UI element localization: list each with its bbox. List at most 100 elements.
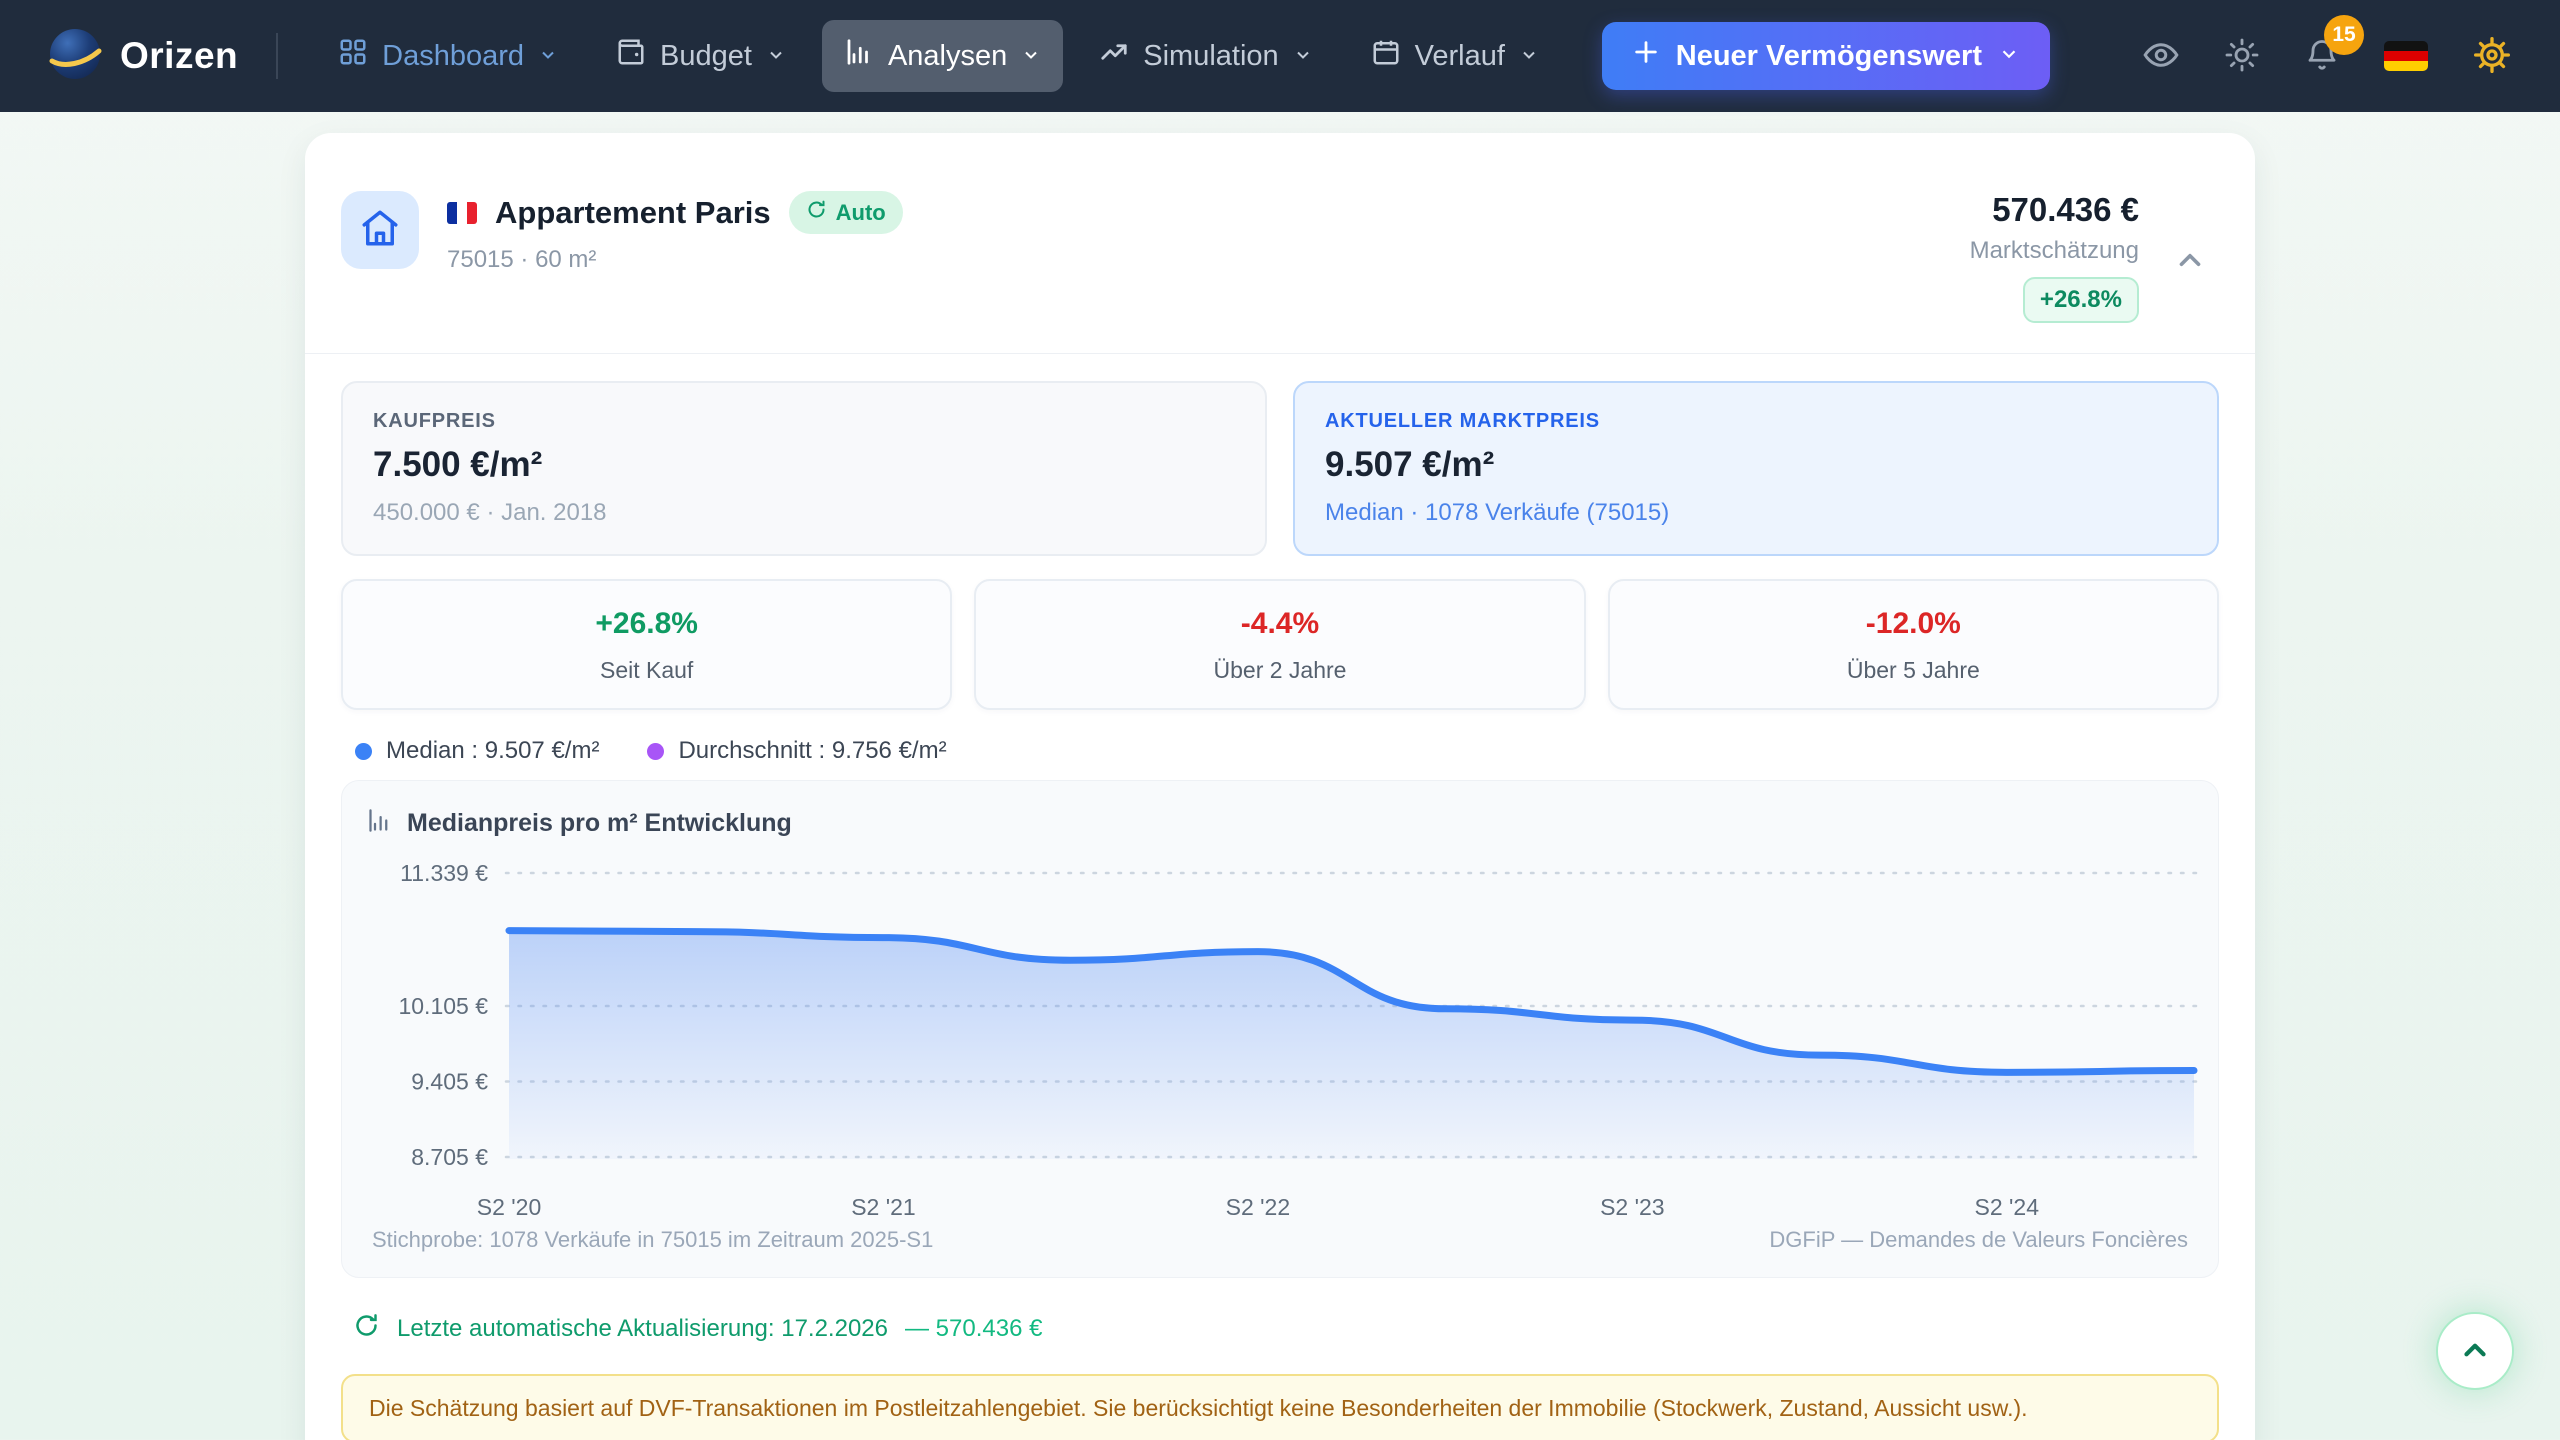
purchase-price-value: 7.500 €/m² [373,445,543,484]
purchase-price-label: KAUFPREIS [373,410,496,432]
chevron-down-icon [1021,40,1041,73]
brand-name: Orizen [120,35,239,76]
legend-label: Median : 9.507 €/m² [386,737,600,764]
chart-legend: Median : 9.507 €/m² Durchschnitt : 9.756… [355,737,2219,765]
price-chart-svg: 11.339 € 10.105 € 9.405 € 8.705 € S2 '20 S2 '… [398,860,2202,1220]
update-text: Letzte automatische Aktualisierung: 17.2… [397,1315,888,1342]
purchase-price-card: KAUFPREIS 7.500 €/m² 450.000 € · Jan. 20… [341,381,1267,556]
nav-label: Budget [660,39,752,72]
nav-item-simulation[interactable]: Simulation [1077,20,1334,92]
trend-value: -12.0% [1865,607,1961,640]
house-icon [359,207,401,254]
market-price-label: AKTUELLER MARKTPREIS [1325,410,1600,432]
refresh-icon [806,199,827,226]
svg-text:S2 '24: S2 '24 [1975,1194,2040,1220]
nav-item-verlauf[interactable]: Verlauf [1349,20,1561,92]
nav-label: Analysen [887,39,1008,72]
trend-card-2-years: -4.4% Über 2 Jahre [974,579,1586,710]
gear-icon [2472,35,2512,78]
auto-update-status: Letzte automatische Aktualisierung: 17.2… [353,1312,2219,1346]
chevron-down-icon [766,40,786,73]
notification-count-badge: 15 [2324,14,2364,55]
bar-chart-icon [844,37,874,75]
eye-icon [2142,36,2180,77]
svg-text:S2 '23: S2 '23 [1600,1194,1665,1220]
new-asset-label: Neuer Vermögenswert [1675,39,1982,72]
collapse-card-button[interactable] [2173,243,2207,280]
chart-source: DGFiP — Demandes de Valeurs Foncières [1769,1227,2188,1252]
median-dot-icon [355,742,372,760]
legend-label: Durchschnitt : 9.756 €/m² [678,737,947,764]
chart-sample-note: Stichprobe: 1078 Verkäufe in 75015 im Ze… [372,1227,934,1252]
german-flag-language-button[interactable] [2384,41,2428,71]
svg-text:S2 '21: S2 '21 [851,1194,916,1220]
chart-title: Medianpreis pro m² Entwicklung [407,808,792,837]
trend-label: Über 5 Jahre [1846,657,1980,683]
chevron-down-icon [1519,40,1539,73]
scroll-to-top-button[interactable] [2436,1312,2514,1390]
refresh-icon [353,1312,380,1346]
estimate-value: 570.436 € [1992,191,2139,228]
nav-item-dashboard[interactable]: Dashboard [316,20,580,92]
property-header: Appartement Paris Auto 75015 · 60 m² 570… [305,133,2255,353]
nav-items: Dashboard Budget Analysen [316,20,1561,92]
settings-button[interactable] [2472,35,2512,78]
auto-badge-label: Auto [835,199,886,225]
nav-label: Verlauf [1414,39,1505,72]
nav-item-budget[interactable]: Budget [594,20,808,92]
trend-card-5-years: -12.0% Über 5 Jahre [1607,579,2219,710]
nav-label: Simulation [1143,39,1279,72]
market-estimate-summary: 570.436 € Marktschätzung +26.8% [1970,191,2139,323]
property-name: Appartement Paris [495,194,771,230]
auto-update-badge: Auto [788,191,903,234]
french-flag-icon [447,201,477,224]
estimate-change-badge: +26.8% [2022,277,2139,323]
trend-label: Über 2 Jahre [1213,657,1347,683]
plus-icon [1632,38,1660,74]
notifications-button[interactable]: 15 [2304,14,2364,76]
watchlist-eye-button[interactable] [2142,36,2180,77]
update-value: — 570.436 € [905,1315,1043,1342]
orizen-logo-icon [48,27,102,86]
brand: Orizen [48,27,238,86]
chevron-up-icon [2458,1333,2492,1370]
wallet-icon [616,37,646,75]
market-price-card: AKTUELLER MARKTPREIS 9.507 €/m² Median ·… [1293,381,2219,556]
nav-divider [276,33,279,79]
nav-item-analysen[interactable]: Analysen [821,20,1064,92]
property-subtitle: 75015 · 60 m² [447,246,597,273]
market-price-sub: Median · 1078 Verkäufe (75015) [1325,499,1670,526]
svg-text:S2 '22: S2 '22 [1226,1194,1291,1220]
trend-card-since-purchase: +26.8% Seit Kauf [341,579,953,710]
calendar-icon [1371,37,1401,75]
estimate-label: Marktschätzung [1969,237,2139,264]
trend-value: +26.8% [595,607,698,640]
new-asset-button[interactable]: Neuer Vermögenswert [1601,22,2050,90]
nav-label: Dashboard [382,39,525,72]
svg-text:11.339 €: 11.339 € [400,860,488,886]
chevron-up-icon [2173,253,2207,280]
price-evolution-chart-card: Medianpreis pro m² Entwicklung 11.339 € 1… [341,780,2219,1278]
theme-toggle-button[interactable] [2224,37,2260,76]
chevron-down-icon [1293,40,1313,73]
chevron-down-icon [538,40,558,73]
trend-value: -4.4% [1240,607,1320,640]
bell-icon [2304,37,2340,76]
property-type-tile [341,191,419,269]
trend-label: Seit Kauf [599,657,694,683]
trending-up-icon [1099,37,1129,75]
svg-text:S2 '20: S2 '20 [477,1194,542,1220]
legend-item-average: Durchschnitt : 9.756 €/m² [647,737,947,765]
asset-detail-card: Appartement Paris Auto 75015 · 60 m² 570… [305,133,2255,1440]
purchase-price-sub: 450.000 € · Jan. 2018 [373,499,607,526]
chevron-down-icon [1998,40,2020,73]
sun-icon [2224,37,2260,76]
legend-item-median: Median : 9.507 €/m² [355,737,599,765]
market-price-value: 9.507 €/m² [1325,445,1495,484]
svg-text:10.105 €: 10.105 € [398,993,488,1019]
average-dot-icon [647,742,665,760]
header-divider [305,353,2255,354]
chart-title-icon [366,807,393,839]
dashboard-grid-icon [338,37,368,75]
svg-text:8.705 €: 8.705 € [411,1144,488,1170]
